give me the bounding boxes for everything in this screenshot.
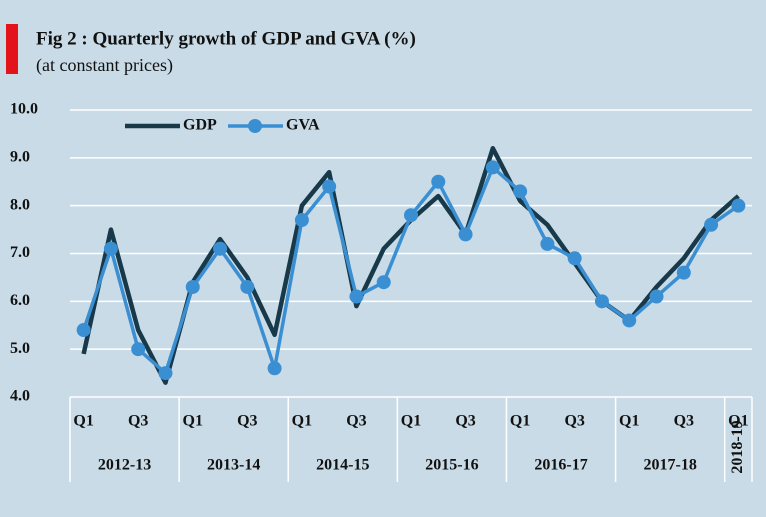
series-marker (704, 217, 719, 232)
y-tick-label: 5.0 (10, 340, 30, 357)
x-tick-label: Q3 (564, 413, 584, 430)
legend-label: GDP (183, 117, 217, 134)
series-marker (267, 361, 282, 376)
series-marker (622, 313, 637, 328)
series-marker (103, 241, 118, 256)
x-tick-label: Q3 (674, 413, 694, 430)
accent-bar (6, 24, 18, 74)
group-label: 2016-17 (534, 457, 587, 474)
series-marker (349, 289, 364, 304)
x-tick-label: Q1 (183, 413, 203, 430)
group-label: 2017-18 (643, 457, 696, 474)
x-tick-label: Q1 (510, 413, 530, 430)
y-tick-label: 7.0 (10, 244, 30, 261)
x-tick-label: Q3 (237, 413, 257, 430)
y-tick-label: 10.0 (10, 101, 38, 118)
y-tick-label: 9.0 (10, 149, 30, 166)
series-marker (594, 294, 609, 309)
y-tick-label: 4.0 (10, 388, 30, 405)
series-line (81, 146, 740, 385)
series-marker (240, 279, 255, 294)
series-marker (158, 366, 173, 381)
series-marker (404, 208, 418, 223)
series-marker (213, 241, 228, 256)
series-marker (540, 236, 555, 251)
series-marker (513, 184, 528, 199)
chart-title: Fig 2 : Quarterly growth of GDP and GVA … (36, 28, 416, 49)
y-tick-label: 8.0 (10, 196, 30, 213)
series-marker (649, 289, 664, 304)
series-line (81, 165, 740, 375)
series-marker (731, 198, 746, 213)
x-tick-label: Q1 (619, 413, 639, 430)
series-marker (185, 279, 200, 294)
series-marker (485, 160, 500, 175)
y-tick-label: 6.0 (10, 292, 30, 309)
x-tick-label: Q3 (128, 413, 148, 430)
x-tick-label: Q1 (73, 413, 93, 430)
x-tick-label: Q3 (346, 413, 366, 430)
x-tick-label: Q1 (292, 413, 312, 430)
series-marker (322, 179, 337, 194)
x-tick-label: Q1 (401, 413, 421, 430)
series-marker (567, 251, 582, 266)
legend-label: GVA (286, 117, 320, 134)
group-label: 2018-19 (729, 420, 746, 473)
series-marker (431, 174, 446, 189)
series-marker (76, 323, 91, 338)
series-marker (458, 227, 473, 242)
legend-marker (248, 119, 262, 133)
group-label: 2012-13 (98, 457, 151, 474)
x-tick-label: Q1 (728, 413, 748, 430)
group-label: 2015-16 (425, 457, 478, 474)
series-marker (131, 342, 146, 357)
group-label: 2014-15 (316, 457, 369, 474)
chart-subtitle: (at constant prices) (36, 55, 173, 76)
series-marker (676, 265, 691, 280)
x-tick-label: Q3 (455, 413, 475, 430)
series-marker (294, 213, 309, 228)
group-label: 2013-14 (207, 457, 260, 474)
series-marker (376, 275, 391, 290)
